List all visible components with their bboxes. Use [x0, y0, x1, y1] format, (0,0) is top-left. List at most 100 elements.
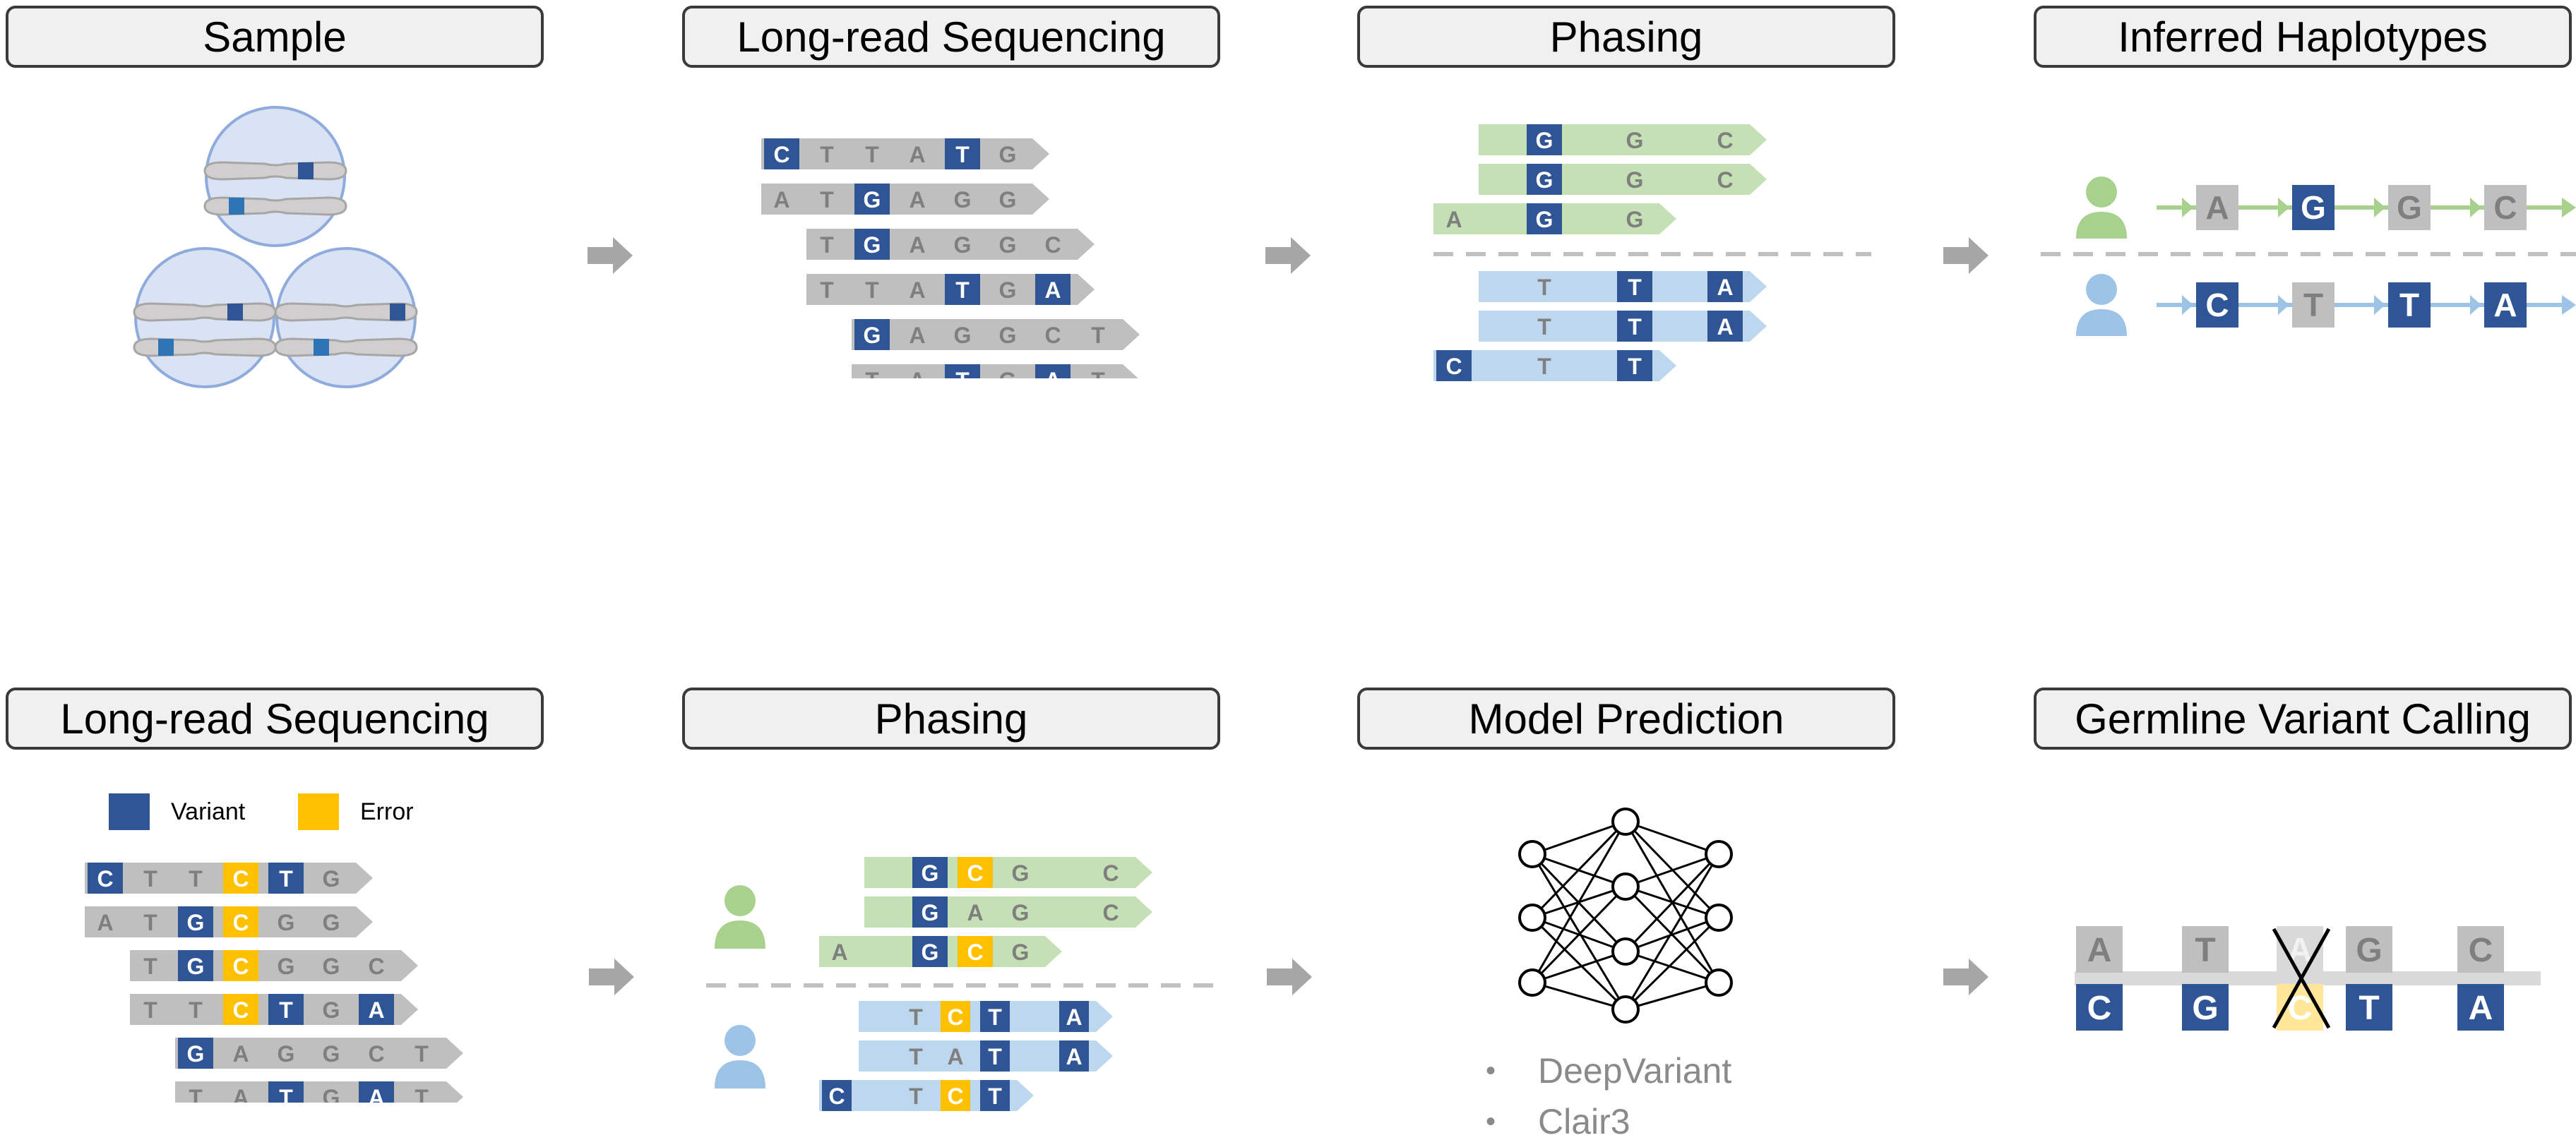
base-label: T	[820, 187, 834, 212]
arrowhead-icon	[2182, 198, 2193, 217]
variant-cell	[1707, 271, 1743, 302]
base-cell	[2484, 185, 2527, 230]
variant-cell	[1059, 1040, 1089, 1072]
variant-swatch	[109, 793, 150, 830]
base-label: C	[232, 954, 249, 979]
base-label: A	[909, 142, 925, 167]
base-label: G	[278, 910, 295, 935]
base-label: T	[988, 1004, 1002, 1030]
title-phasing-top: Phasing	[1357, 6, 1895, 68]
base-label: A	[368, 1085, 384, 1103]
base-label: G	[954, 232, 972, 258]
base-label: T	[1537, 314, 1551, 340]
base-label: G	[2356, 932, 2382, 969]
flow-arrow-icon	[588, 237, 633, 274]
base-label: G	[999, 368, 1017, 378]
base-label: C	[967, 940, 983, 965]
base-label: T	[415, 1041, 429, 1067]
base-label: T	[988, 1084, 1002, 1109]
base-label: C	[1102, 900, 1119, 925]
variant-cell	[822, 1080, 852, 1111]
green-reads-group: G C G CG A G CA G C G	[819, 857, 1152, 967]
variant-cell	[2076, 984, 2123, 1031]
title-germline-variant-calling: Germline Variant Calling	[2034, 688, 2572, 750]
variant-cell	[1436, 350, 1472, 381]
variant-cell	[178, 906, 213, 937]
base-label: A	[232, 1041, 249, 1067]
error-cell	[958, 936, 993, 967]
base-label: T	[909, 1084, 923, 1109]
base-label: T	[1537, 275, 1551, 300]
base-label: T	[279, 997, 293, 1023]
reads-top-sequencing: CTTATGATGAGGTGAGGCTTATGAGAGGCTTATGAT	[761, 138, 1140, 378]
base-label: A	[1066, 1044, 1082, 1069]
variant-cell	[1617, 271, 1652, 302]
base-label: A	[2205, 189, 2229, 226]
title-phasing-bottom: Phasing	[682, 688, 1220, 750]
base-label: T	[2399, 287, 2419, 323]
reference-cell	[2182, 926, 2229, 973]
male-person-icon	[715, 885, 765, 949]
base-label: C	[368, 1041, 384, 1067]
base-label: C	[2493, 189, 2517, 226]
variant-cell	[945, 274, 980, 305]
base-label: T	[865, 368, 879, 378]
arrowhead-icon	[2562, 198, 2576, 217]
base-label: T	[2195, 932, 2215, 969]
base-label: A	[909, 232, 925, 258]
base-label: G	[1536, 128, 1554, 153]
variant-cell	[1527, 203, 1562, 234]
title-long-read-sequencing-bottom: Long-read Sequencing	[6, 688, 544, 750]
base-label: G	[323, 910, 340, 935]
arrowhead-icon	[2182, 295, 2193, 315]
base-label: T	[955, 277, 970, 303]
model-deepvariant: • DeepVariant	[1486, 1051, 1732, 1091]
arrowhead-icon	[2374, 198, 2385, 217]
variant-cell	[854, 184, 890, 215]
base-label: G	[864, 232, 881, 258]
variant-cell	[912, 896, 948, 928]
flow-arrow-icon	[1943, 959, 1988, 995]
base-label: A	[773, 187, 789, 212]
base-label: T	[143, 910, 157, 935]
base-label: G	[954, 187, 972, 212]
base-label: G	[999, 232, 1017, 258]
variant-cell	[1059, 1001, 1089, 1032]
base-label: T	[988, 1044, 1002, 1069]
read-shape	[761, 184, 1049, 215]
base-label: T	[1537, 354, 1551, 379]
base-label: T	[1628, 275, 1642, 300]
base-label: G	[1012, 940, 1030, 965]
model-clair3: • Clair3	[1486, 1101, 1630, 1140]
base-label: C	[232, 866, 249, 892]
cross-out-icon	[2272, 928, 2331, 1029]
variant-cell	[88, 863, 123, 894]
base-label: C	[1717, 167, 1733, 193]
base-cell	[2292, 282, 2334, 328]
base-label: C	[947, 1004, 963, 1030]
title-model-prediction: Model Prediction	[1357, 688, 1895, 750]
base-label: C	[232, 997, 249, 1023]
variant-cell	[1707, 311, 1743, 342]
base-label: T	[865, 277, 879, 303]
flow-arrow-icon	[1943, 237, 1988, 274]
base-label: A	[967, 900, 983, 925]
variant-cell	[1527, 164, 1562, 195]
base-label: C	[232, 910, 249, 935]
base-label: G	[1626, 207, 1644, 232]
base-label: A	[909, 323, 925, 348]
base-label: A	[909, 187, 925, 212]
flow-arrow-icon	[589, 959, 634, 995]
base-label: G	[323, 997, 340, 1023]
